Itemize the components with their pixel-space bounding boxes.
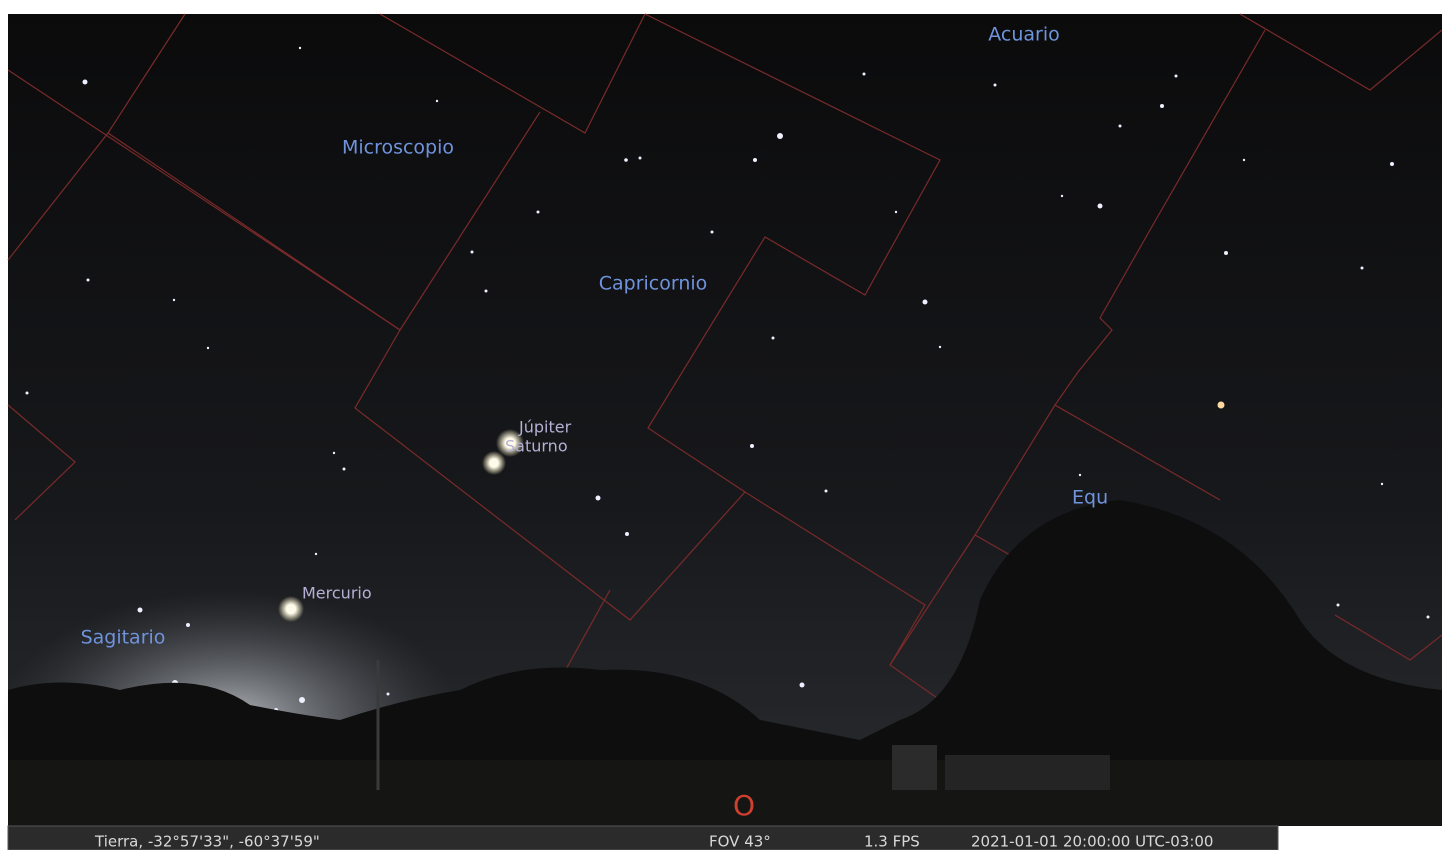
star [639,157,642,160]
star [471,251,474,254]
stellarium-view: Acuario Microscopio Capricornio Sagitari… [0,0,1442,850]
star [1337,604,1340,607]
star [333,452,335,454]
star [299,697,305,703]
star [625,532,629,536]
location: Tierra, -32°57'33", -60°37'59" [94,833,320,850]
star [863,73,866,76]
star [777,133,783,139]
constellation-label: Sagitario [81,627,166,649]
star [537,211,540,214]
star [186,623,190,627]
star [1160,104,1164,108]
star [1218,402,1225,409]
constellation-label: Microscopio [342,137,454,159]
planet-label: Mercurio [302,584,372,603]
mercury [278,596,304,622]
star [800,683,805,688]
star [895,211,897,213]
star [1224,251,1228,255]
star [1390,162,1394,166]
star [299,47,301,49]
saturn [482,451,506,475]
star [173,299,175,301]
star [1427,616,1430,619]
star [138,608,143,613]
star [711,231,714,234]
star [387,693,390,696]
planet-label: Saturno [505,437,568,456]
star [343,468,346,471]
star [825,490,828,493]
star [753,158,757,162]
star [1079,474,1081,476]
star [1098,204,1103,209]
planet-label: Júpiter [518,418,572,437]
constellation-label: Acuario [988,24,1060,46]
datetime: 2021-01-01 20:00:00 UTC-03:00 [971,833,1213,850]
star [1061,195,1063,197]
page: {"sky": {"constellations": ["Acuario", "… [0,0,1442,850]
fov: FOV 43° [709,833,771,850]
star [1175,75,1178,78]
star [26,392,29,395]
cardinal-point: O [733,789,755,822]
constellation-label: Equ [1072,487,1108,509]
fps: 1.3 FPS [864,833,920,850]
star [1361,267,1364,270]
star [83,80,88,85]
star [624,158,628,162]
star [994,84,997,87]
star [87,279,90,282]
star [923,300,928,305]
star [436,100,438,102]
star [750,444,754,448]
building [892,745,937,790]
ground [8,760,1442,826]
building [945,755,1110,790]
star [1243,159,1245,161]
constellation-label: Capricornio [599,273,708,295]
star [939,346,941,348]
star [315,553,317,555]
star [772,337,775,340]
star [207,347,209,349]
star [1119,125,1122,128]
star [1381,483,1383,485]
star [485,290,488,293]
star [596,496,601,501]
